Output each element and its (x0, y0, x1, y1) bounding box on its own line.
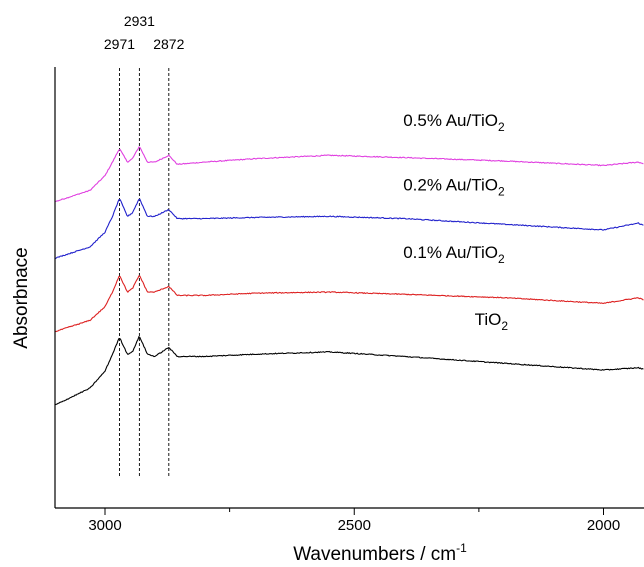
x-axis-title-superscript: -1 (456, 541, 467, 555)
x-tick-label-3000: 3000 (88, 517, 121, 534)
series-label-3: TiO2 (475, 310, 509, 333)
series-label-subscript: 2 (498, 184, 505, 198)
series-label-subscript: 2 (501, 319, 508, 333)
peak-marker-labels: 297129312872147514451380135712821198 (104, 13, 185, 52)
x-tick-label-2500: 2500 (338, 517, 371, 534)
peak-marker-lines (119, 68, 170, 476)
x-ticks: 30002500200015001000 (88, 508, 620, 534)
x-tick-label-2000: 2000 (587, 517, 620, 534)
y-axis-title: Absorbnace (11, 247, 32, 348)
series-label-main: TiO (475, 310, 502, 329)
series-label-main: 0.5% Au/TiO (403, 111, 498, 130)
peak-label-2931: 2931 (124, 13, 155, 29)
axes (54, 67, 644, 509)
series-label-0: 0.5% Au/TiO2 (403, 111, 505, 134)
spectrum-line-0 (55, 146, 644, 203)
spectra-curves (54, 146, 644, 406)
peak-label-2872: 2872 (153, 36, 184, 52)
series-label-main: 0.2% Au/TiO (403, 175, 498, 194)
spectrum-line-3 (54, 335, 644, 406)
spectrum-line-2 (54, 275, 644, 333)
spectrum-line-1 (54, 198, 644, 260)
series-label-1: 0.2% Au/TiO2 (403, 175, 505, 198)
peak-label-2971: 2971 (104, 36, 135, 52)
series-label-subscript: 2 (498, 120, 505, 134)
series-label-2: 0.1% Au/TiO2 (403, 243, 505, 266)
series-label-subscript: 2 (498, 252, 505, 266)
series-label-main: 0.1% Au/TiO (403, 243, 498, 262)
x-axis-title-main: Wavenumbers / cm (293, 544, 456, 565)
x-axis-title: Wavenumbers / cm-1 (293, 541, 467, 565)
